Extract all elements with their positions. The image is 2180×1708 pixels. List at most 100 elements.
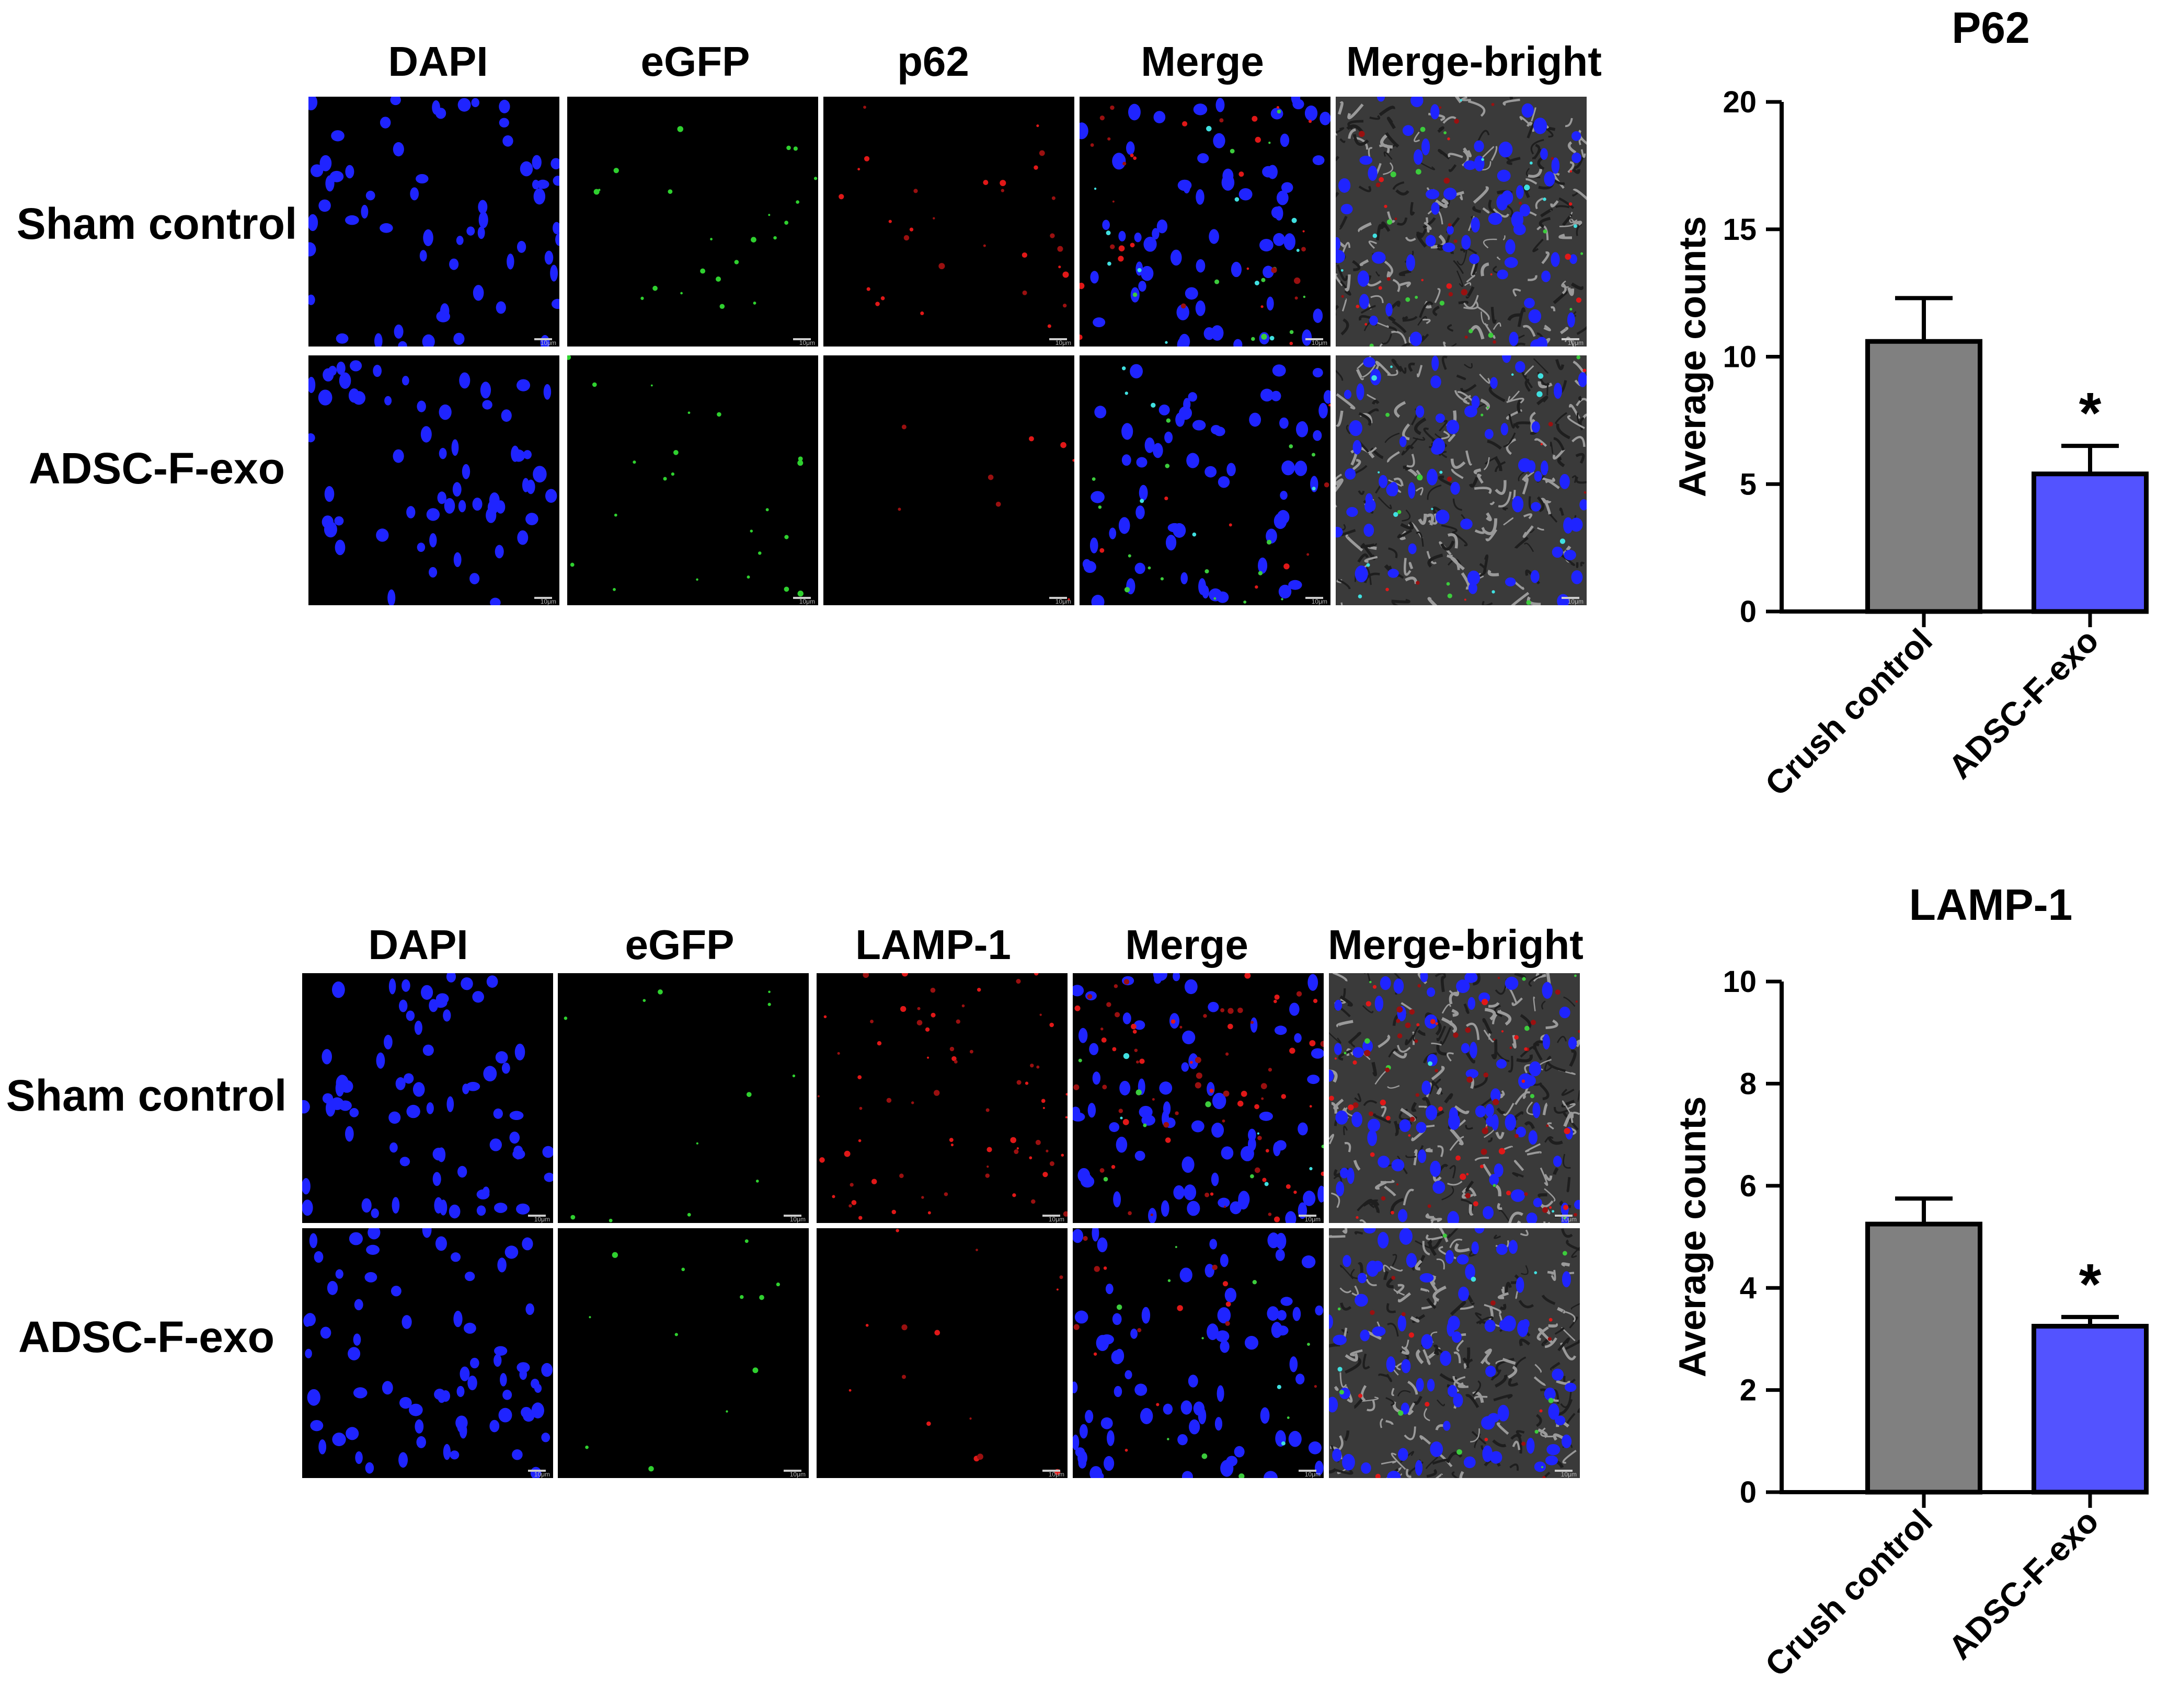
y-tick-label: 0 — [1740, 595, 1757, 629]
micrograph-red: 10μm — [817, 1228, 1068, 1478]
micrograph-egfp: 10μm — [567, 97, 818, 347]
scale-bar-label: 10μm — [1048, 1216, 1064, 1223]
y-tick-label: 4 — [1740, 1271, 1757, 1305]
scale-bar-label: 10μm — [799, 339, 815, 347]
scale-bar-label: 10μm — [1304, 1216, 1321, 1223]
scale-bar — [784, 1470, 801, 1472]
micrograph-merge: 10μm — [1080, 97, 1330, 347]
significance-marker: * — [2079, 1252, 2102, 1317]
micrograph-red: 10μm — [817, 973, 1068, 1223]
micrograph-dapi: 10μm — [302, 973, 553, 1223]
x-tick-label: Crush control — [1758, 621, 1940, 803]
micrograph-mergebright: 10μm — [1329, 973, 1580, 1223]
micrograph-red: 10μm — [823, 355, 1074, 605]
scale-bar-label: 10μm — [534, 1471, 550, 1478]
scale-bar — [1049, 338, 1067, 340]
scale-bar-label: 10μm — [1055, 339, 1071, 347]
scale-bar-label: 10μm — [1567, 598, 1584, 605]
scale-bar-label: 10μm — [789, 1471, 806, 1478]
col-header-dapi: DAPI — [388, 38, 488, 85]
scale-bar — [534, 597, 552, 599]
scale-bar — [1042, 1215, 1060, 1217]
micrograph-dapi: 10μm — [308, 355, 559, 605]
micrograph-dapi: 10μm — [302, 1228, 553, 1478]
significance-marker: * — [2079, 381, 2102, 445]
scale-bar-label: 10μm — [1561, 1216, 1577, 1223]
y-tick-label: 15 — [1723, 213, 1757, 247]
micrograph-merge: 10μm — [1073, 973, 1324, 1223]
row-header-adsc-f-exo: ADSC-F-exo — [18, 1312, 274, 1361]
micrograph-egfp: 10μm — [567, 355, 818, 605]
bar-crush-control — [1865, 1221, 1982, 1495]
y-axis-label: Average counts — [1672, 1097, 1714, 1378]
col-header-merge: Merge — [1125, 921, 1248, 968]
scale-bar — [528, 1470, 546, 1472]
col-header-merge: Merge — [1141, 38, 1264, 85]
y-tick-label: 10 — [1723, 340, 1757, 374]
scale-bar-label: 10μm — [1048, 1471, 1064, 1478]
chart-title: LAMP-1 — [1909, 880, 2073, 929]
scale-bar — [1299, 1470, 1316, 1472]
row-header-sham-control: Sham control — [6, 1071, 287, 1120]
micrograph-mergebright: 10μm — [1329, 1228, 1580, 1478]
col-header-egfp: eGFP — [625, 921, 735, 968]
x-tick-label: Crush control — [1758, 1502, 1940, 1684]
scale-bar-label: 10μm — [1567, 339, 1584, 347]
y-tick-label: 20 — [1723, 85, 1757, 119]
scale-bar — [528, 1215, 546, 1217]
y-tick-label: 2 — [1740, 1374, 1757, 1407]
scale-bar — [1555, 1470, 1573, 1472]
scale-bar-label: 10μm — [534, 1216, 550, 1223]
y-tick-label: 6 — [1740, 1169, 1757, 1203]
micrograph-mergebright: 10μm — [1336, 355, 1587, 605]
col-header-lamp1: LAMP-1 — [855, 921, 1011, 968]
col-header-merge-bright: Merge-bright — [1346, 38, 1602, 85]
bar-adsc-f-exo — [2032, 471, 2149, 614]
col-header-p62: p62 — [897, 38, 969, 85]
scale-bar — [1042, 1470, 1060, 1472]
scale-bar — [1555, 1215, 1573, 1217]
y-tick-label: 8 — [1740, 1067, 1757, 1101]
y-tick-label: 5 — [1740, 467, 1757, 501]
row-header-sham-control: Sham control — [16, 199, 297, 248]
col-header-egfp: eGFP — [640, 38, 750, 85]
scale-bar-label: 10μm — [1561, 1471, 1577, 1478]
scale-bar-label: 10μm — [540, 598, 556, 605]
scale-bar — [1562, 597, 1579, 599]
scale-bar-label: 10μm — [1304, 1471, 1321, 1478]
scale-bar-label: 10μm — [789, 1216, 806, 1223]
scale-bar-label: 10μm — [1055, 598, 1071, 605]
micrograph-merge: 10μm — [1073, 1228, 1324, 1478]
col-header-merge-bright: Merge-bright — [1328, 921, 1584, 968]
x-tick-label: ADSC-F-exo — [1941, 1502, 2106, 1667]
scale-bar — [1299, 1215, 1316, 1217]
scale-bar — [784, 1215, 801, 1217]
scale-bar — [1049, 597, 1067, 599]
micrograph-egfp: 10μm — [558, 973, 809, 1223]
chart-title: P62 — [1952, 3, 2029, 52]
scale-bar-label: 10μm — [1311, 339, 1327, 347]
micrograph-mergebright: 10μm — [1336, 97, 1587, 347]
scale-bar — [1305, 338, 1323, 340]
micrograph-egfp: 10μm — [558, 1228, 809, 1478]
scale-bar — [793, 597, 811, 599]
scale-bar — [534, 338, 552, 340]
y-tick-label: 10 — [1723, 965, 1757, 999]
x-tick-label: ADSC-F-exo — [1941, 621, 2106, 786]
micrograph-merge: 10μm — [1080, 355, 1330, 605]
row-header-adsc-f-exo: ADSC-F-exo — [28, 444, 285, 493]
micrograph-red: 10μm — [823, 97, 1074, 347]
y-axis-label: Average counts — [1672, 216, 1714, 498]
micrograph-dapi: 10μm — [308, 97, 559, 347]
scale-bar-label: 10μm — [799, 598, 815, 605]
scale-bar — [1562, 338, 1579, 340]
bar-crush-control — [1865, 339, 1982, 614]
bar-adsc-f-exo — [2032, 1323, 2149, 1495]
y-tick-label: 0 — [1740, 1475, 1757, 1509]
scale-bar-label: 10μm — [1311, 598, 1327, 605]
col-header-dapi: DAPI — [368, 921, 468, 968]
scale-bar — [793, 338, 811, 340]
scale-bar — [1305, 597, 1323, 599]
scale-bar-label: 10μm — [540, 339, 556, 347]
